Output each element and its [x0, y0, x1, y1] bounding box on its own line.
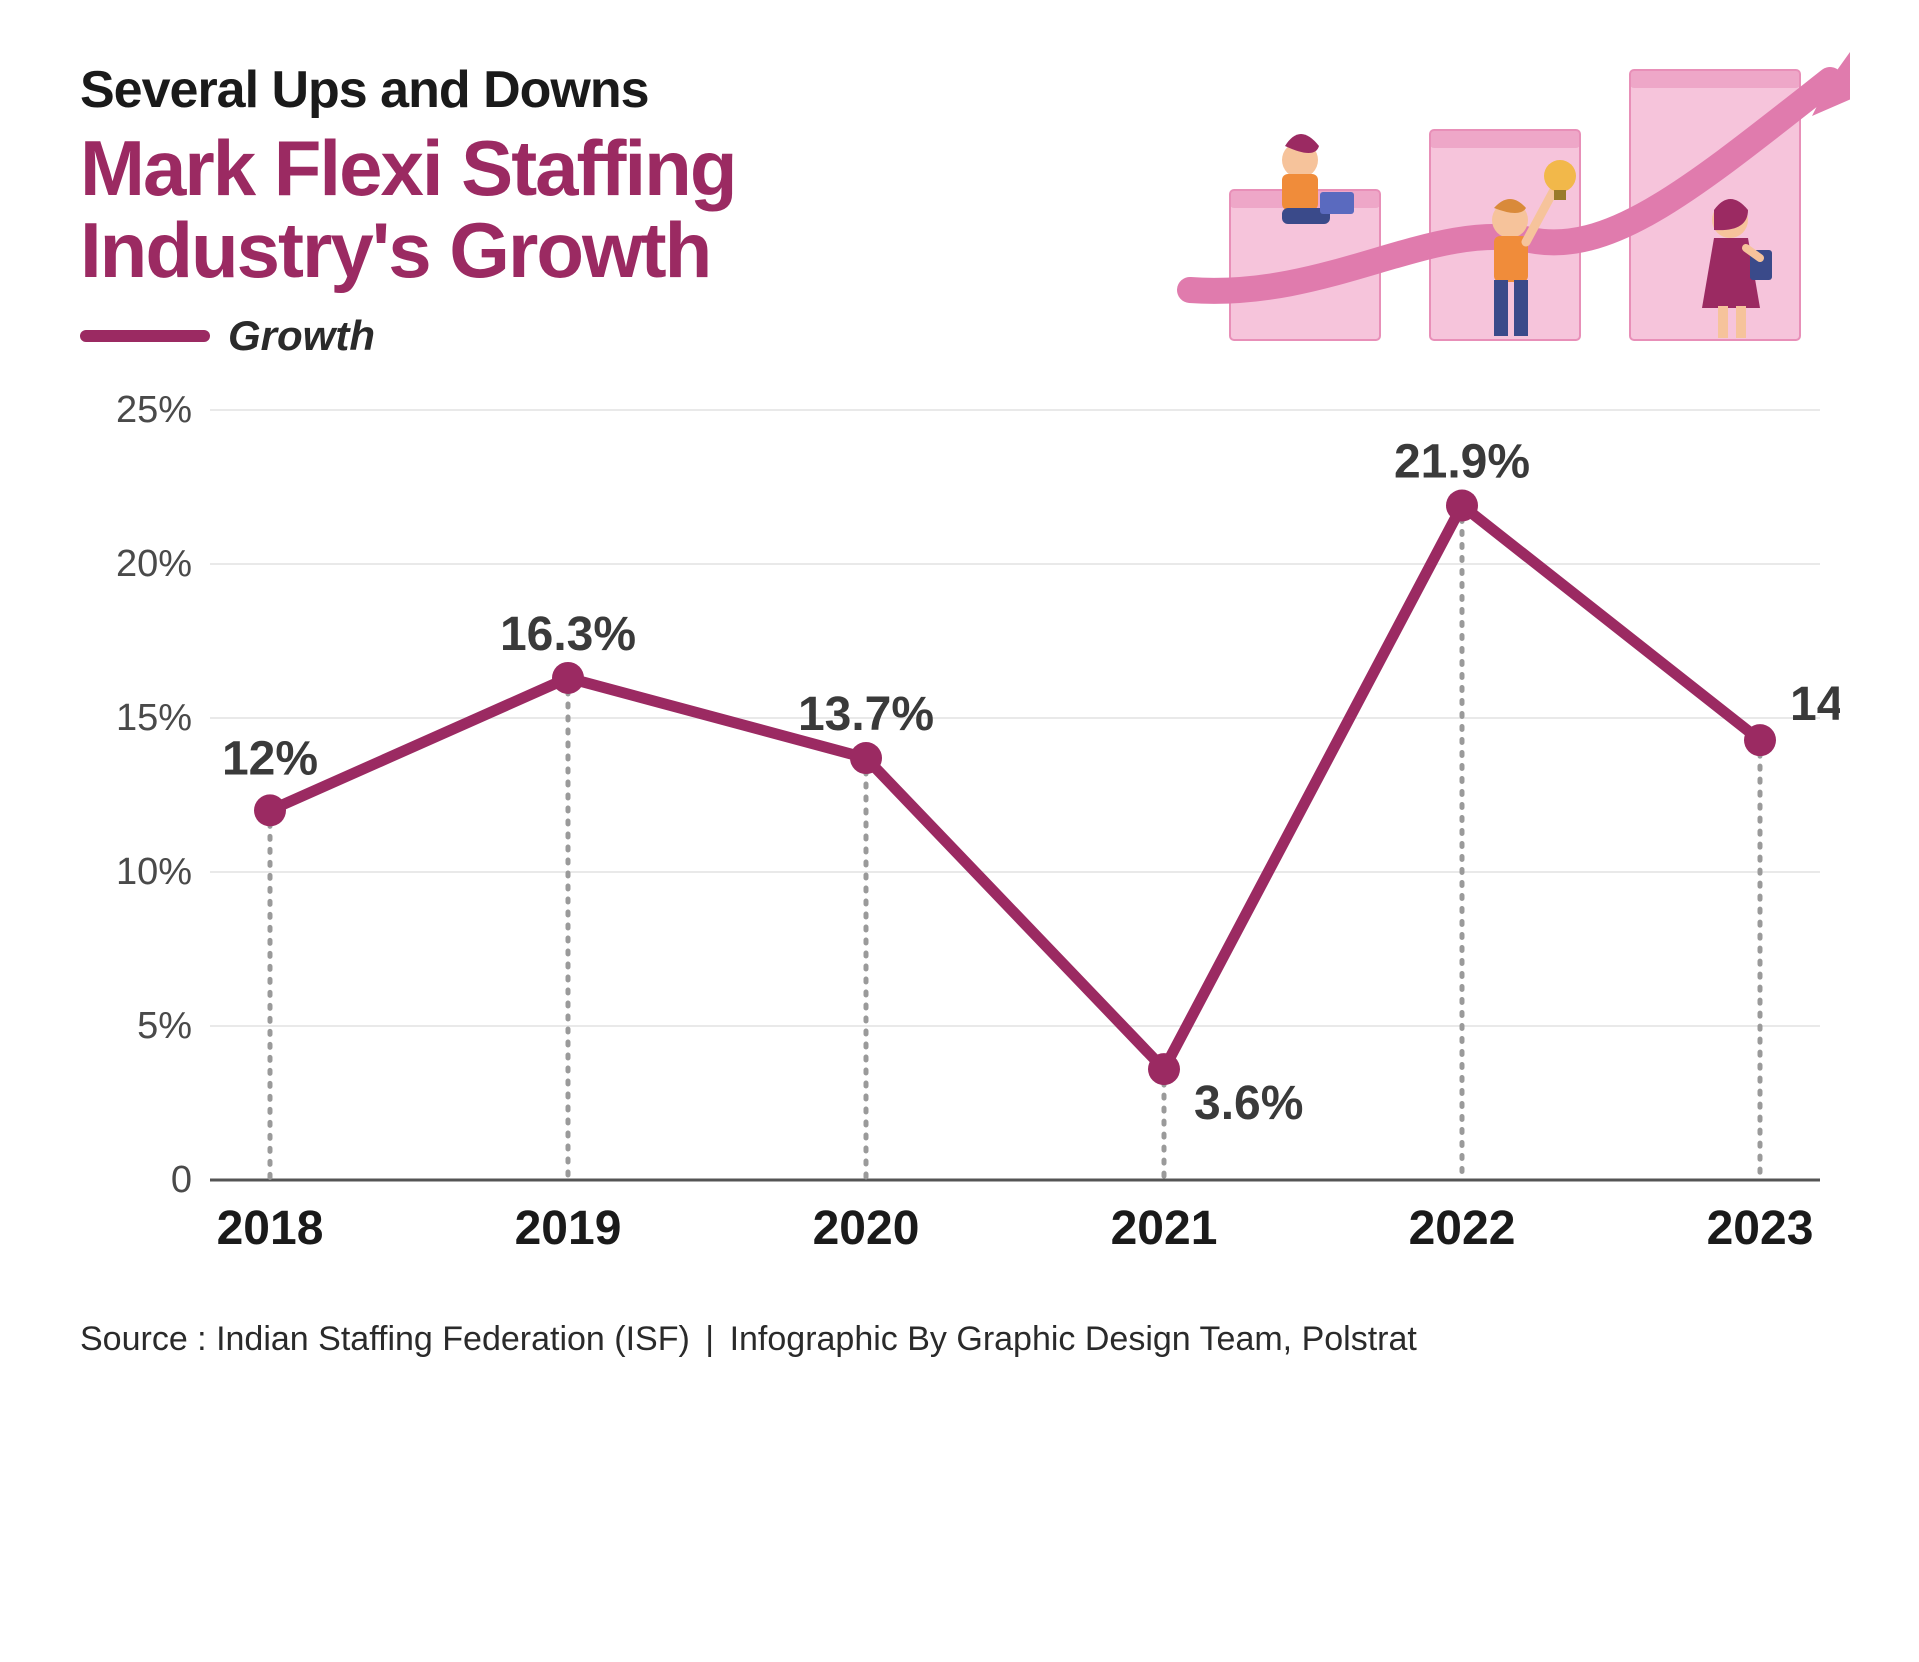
svg-text:25%: 25% [116, 390, 192, 431]
source-prefix: Source : [80, 1320, 216, 1358]
header-illustration [1170, 50, 1850, 350]
svg-text:16.3%: 16.3% [500, 608, 636, 661]
svg-text:14.28%: 14.28% [1790, 678, 1840, 731]
svg-text:2021: 2021 [1111, 1202, 1218, 1255]
title-line-1: Mark Flexi Staffing [80, 124, 735, 212]
svg-text:5%: 5% [137, 1005, 192, 1047]
svg-text:2019: 2019 [515, 1202, 622, 1255]
svg-text:15%: 15% [116, 697, 192, 739]
svg-text:2022: 2022 [1409, 1202, 1516, 1255]
infographic-container: Several Ups and Downs Mark Flexi Staffin… [80, 60, 1840, 1359]
svg-text:0: 0 [171, 1159, 192, 1201]
chart-area: 0 5% 10% 15% 20% 25% 12% 2018 16.3% 2019 13.7% 2020… [80, 390, 1840, 1290]
legend-line-swatch [80, 330, 210, 342]
svg-text:10%: 10% [116, 851, 192, 893]
source-text: Indian Staffing Federation (ISF) [216, 1320, 690, 1358]
credit-text: Infographic By Graphic Design Team, Pols… [730, 1320, 1417, 1358]
header: Several Ups and Downs Mark Flexi Staffin… [80, 60, 1840, 360]
svg-text:20%: 20% [116, 543, 192, 585]
legend-label: Growth [228, 312, 375, 360]
svg-text:21.9%: 21.9% [1394, 435, 1530, 488]
svg-text:3.6%: 3.6% [1194, 1077, 1303, 1130]
svg-text:2020: 2020 [813, 1202, 920, 1255]
footer-separator: | [705, 1320, 714, 1358]
svg-text:2023: 2023 [1707, 1202, 1814, 1255]
line-chart: 0 5% 10% 15% 20% 25% 12% 2018 16.3% 2019 13.7% 2020… [80, 390, 1840, 1290]
title-line-2: Industry's Growth [80, 206, 710, 294]
svg-text:13.7%: 13.7% [798, 688, 934, 741]
svg-text:2018: 2018 [217, 1202, 324, 1255]
footer: Source : Indian Staffing Federation (ISF… [80, 1320, 1840, 1359]
svg-text:12%: 12% [222, 732, 318, 785]
